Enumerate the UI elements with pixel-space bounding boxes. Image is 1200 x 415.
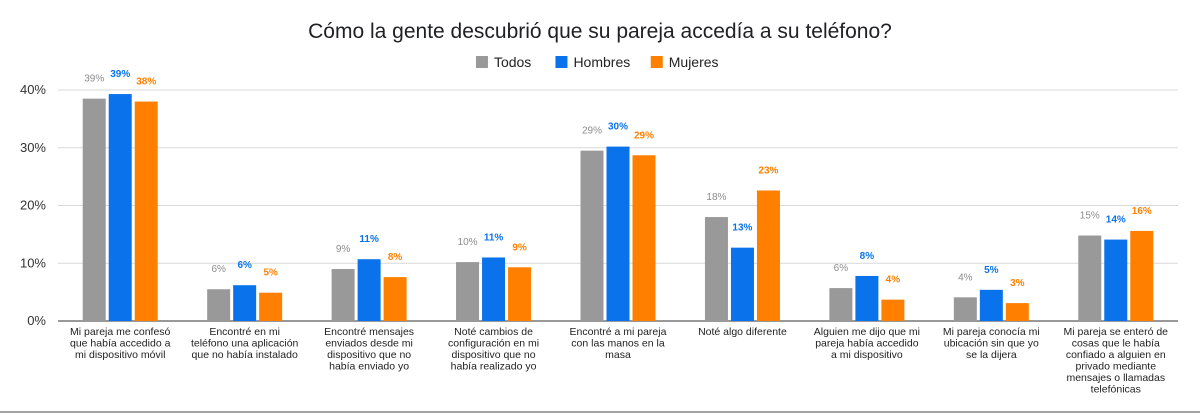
bar-mujeres bbox=[383, 277, 407, 321]
bar-todos bbox=[82, 98, 106, 321]
bar-todos bbox=[829, 288, 853, 321]
bar-mujeres bbox=[259, 292, 283, 321]
bar-hombres bbox=[730, 247, 754, 321]
bar-todos bbox=[704, 217, 728, 321]
bar-mujeres bbox=[756, 190, 780, 321]
x-tick-label: Mi pareja se enteró de cosas que le había… bbox=[1064, 326, 1169, 396]
x-tick-label: Encontré en mi teléfono una aplicación que… bbox=[191, 326, 299, 361]
bar-todos bbox=[580, 150, 604, 321]
bars bbox=[82, 94, 1154, 321]
data-label: 39% bbox=[110, 69, 130, 80]
data-label: 9% bbox=[512, 242, 527, 253]
bar-hombres bbox=[357, 259, 381, 321]
data-label: 39% bbox=[84, 74, 104, 85]
x-tick-label: Alguien me dijo que mi pareja había acced… bbox=[814, 326, 920, 361]
data-label: 15% bbox=[1080, 211, 1100, 222]
x-tick-label: Mi pareja me confesó que había accedido a… bbox=[70, 326, 171, 361]
bar-todos bbox=[207, 289, 231, 321]
data-label: 6% bbox=[211, 264, 226, 275]
x-axis: Mi pareja me confesó que había accedido a… bbox=[70, 326, 1168, 396]
data-label: 11% bbox=[359, 234, 379, 245]
y-tick-label: 0% bbox=[27, 313, 46, 328]
y-tick-label: 10% bbox=[20, 255, 46, 270]
data-label: 29% bbox=[582, 126, 602, 137]
bar-hombres bbox=[482, 257, 506, 321]
data-label: 8% bbox=[388, 252, 403, 263]
legend-label-mujeres: Mujeres bbox=[669, 54, 719, 70]
data-label: 4% bbox=[958, 272, 973, 283]
x-tick-label: Noté cambios de configuración en mi dispos… bbox=[448, 326, 539, 373]
data-label: 30% bbox=[608, 122, 628, 133]
bar-todos bbox=[953, 297, 977, 321]
data-labels: 39% 39% 38% 6% 6% 5% 9% 11% 8% 10% 11% 9% 29% 30% 29% 1… bbox=[84, 69, 1152, 289]
legend-swatch-todos bbox=[475, 56, 488, 68]
bar-mujeres bbox=[508, 267, 532, 321]
bar-mujeres bbox=[134, 101, 158, 321]
y-tick-label: 30% bbox=[20, 140, 46, 155]
bar-mujeres bbox=[1130, 230, 1154, 321]
legend: Todos Hombres Mujeres bbox=[475, 54, 719, 70]
bar-hombres bbox=[1104, 239, 1128, 321]
y-tick-label: 20% bbox=[20, 198, 46, 213]
bar-hombres bbox=[979, 289, 1003, 321]
data-label: 18% bbox=[706, 192, 726, 203]
y-tick-label: 40% bbox=[20, 82, 46, 97]
data-label: 29% bbox=[634, 130, 654, 141]
y-axis: 0% 10% 20% 30% 40% bbox=[20, 82, 46, 328]
data-label: 23% bbox=[758, 165, 778, 176]
data-label: 5% bbox=[263, 268, 278, 279]
bar-mujeres bbox=[1005, 303, 1029, 321]
data-label: 9% bbox=[336, 244, 351, 255]
data-label: 3% bbox=[1010, 278, 1025, 289]
data-label: 16% bbox=[1132, 206, 1152, 217]
bar-hombres bbox=[606, 146, 630, 321]
bar-hombres bbox=[855, 275, 879, 321]
legend-swatch-hombres bbox=[555, 56, 568, 68]
bar-todos bbox=[1078, 235, 1102, 321]
data-label: 13% bbox=[732, 223, 752, 234]
data-label: 8% bbox=[860, 251, 875, 262]
bar-mujeres bbox=[881, 299, 905, 321]
data-label: 6% bbox=[834, 263, 849, 274]
legend-label-todos: Todos bbox=[494, 54, 531, 70]
data-label: 14% bbox=[1106, 215, 1126, 226]
data-label: 5% bbox=[984, 265, 999, 276]
bar-todos bbox=[456, 262, 480, 321]
legend-label-hombres: Hombres bbox=[573, 54, 630, 70]
legend-swatch-mujeres bbox=[650, 56, 663, 68]
x-tick-label: Encontré a mi pareja con las manos en la m… bbox=[570, 326, 667, 361]
data-label: 6% bbox=[237, 260, 252, 271]
data-label: 11% bbox=[484, 232, 504, 243]
x-tick-label: Noté algo diferente bbox=[698, 326, 787, 338]
data-label: 38% bbox=[136, 77, 156, 88]
bar-todos bbox=[331, 269, 355, 321]
x-tick-label: Encontré mensajes enviados desde mi dispos… bbox=[324, 326, 414, 373]
data-label: 10% bbox=[458, 237, 478, 248]
data-label: 4% bbox=[886, 275, 901, 286]
chart-title: Cómo la gente descubrió que su pareja ac… bbox=[308, 20, 892, 43]
bar-hombres bbox=[233, 285, 257, 321]
x-tick-label: Mi pareja conocía mi ubicación sin que yo… bbox=[943, 326, 1040, 361]
bar-hombres bbox=[108, 94, 132, 321]
bar-mujeres bbox=[632, 155, 656, 321]
